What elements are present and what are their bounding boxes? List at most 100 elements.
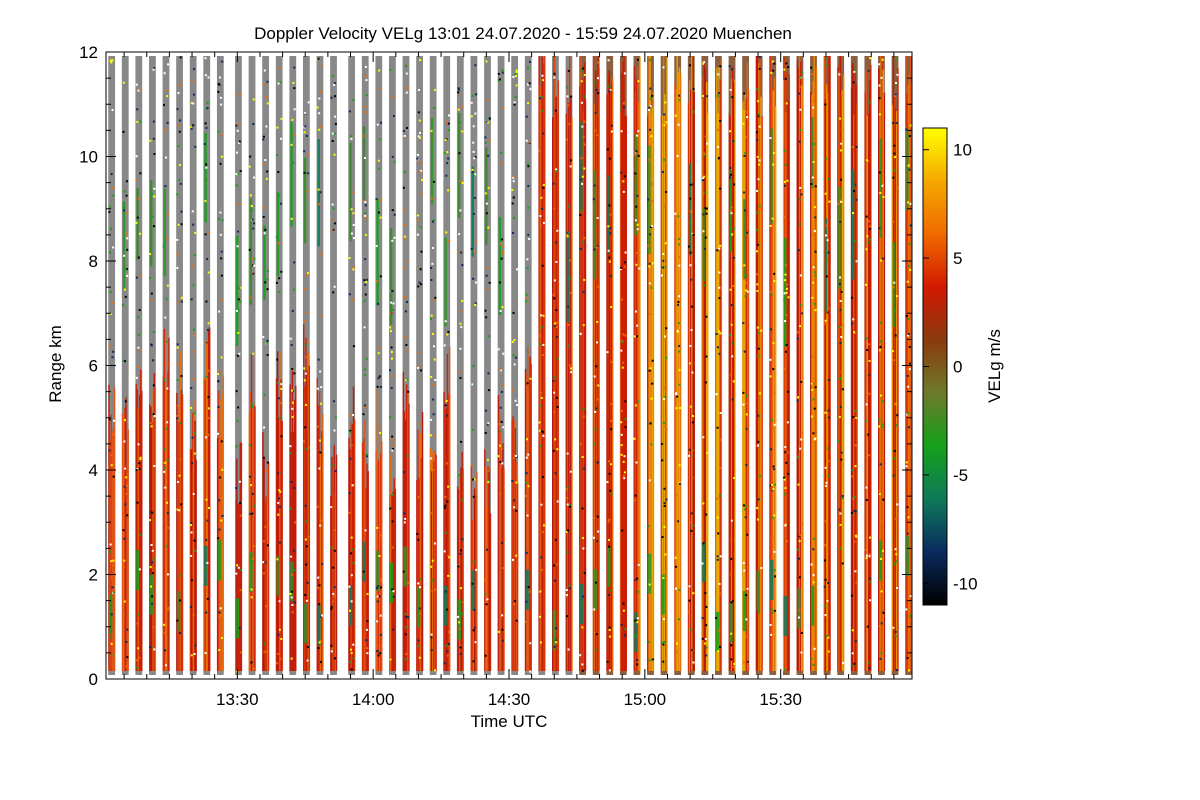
scan-speckle — [366, 216, 369, 219]
scan-speckle — [418, 161, 421, 164]
scan-strip — [648, 56, 650, 671]
scan-speckle — [150, 344, 153, 347]
scan-strip — [896, 111, 898, 672]
scan-speckle — [239, 568, 242, 571]
scan-strip — [638, 102, 640, 671]
scan-speckle — [430, 129, 433, 132]
scan-speckle — [622, 333, 625, 336]
scan-speckle — [688, 585, 691, 588]
scan-speckle — [192, 93, 195, 96]
scan-speckle — [379, 431, 382, 434]
scan-speckle — [443, 662, 446, 665]
scan-green-patch — [811, 117, 814, 189]
scan-speckle — [330, 96, 333, 99]
scan-speckle — [716, 516, 719, 519]
scan-strip — [662, 56, 665, 671]
scan-speckle — [594, 649, 597, 652]
scan-speckle — [403, 521, 406, 524]
scan-speckle — [138, 568, 141, 571]
scan-column — [687, 56, 695, 675]
scan-speckle — [878, 418, 881, 421]
scan-column-base — [135, 56, 143, 675]
scan-speckle — [390, 387, 393, 390]
scan-speckle — [167, 526, 170, 529]
scan-speckle — [744, 505, 747, 508]
scan-speckle — [665, 121, 668, 124]
scan-speckle — [276, 126, 279, 129]
scan-speckle — [179, 599, 182, 602]
scan-strip — [755, 56, 758, 671]
scan-speckle — [266, 278, 269, 281]
scan-speckle — [305, 447, 308, 450]
scan-speckle — [152, 572, 155, 575]
scan-speckle — [565, 530, 568, 533]
scan-speckle — [784, 279, 787, 282]
scan-speckle — [499, 492, 502, 495]
scan-speckle — [511, 188, 514, 191]
scan-speckle — [596, 461, 599, 464]
scan-speckle — [784, 367, 787, 370]
scan-speckle — [841, 494, 844, 497]
y-tick-label: 2 — [89, 566, 98, 585]
scan-speckle — [266, 339, 269, 342]
scan-speckle — [350, 552, 353, 555]
scan-speckle — [542, 221, 545, 224]
scan-strip — [393, 477, 395, 671]
scan-speckle — [294, 521, 297, 524]
scan-speckle — [868, 374, 871, 377]
scan-speckle — [840, 458, 843, 461]
scan-speckle — [348, 110, 351, 113]
scan-speckle — [207, 322, 210, 325]
scan-speckle — [542, 431, 545, 434]
scan-speckle — [692, 524, 695, 527]
scan-speckle — [177, 223, 180, 226]
scan-speckle — [839, 308, 842, 311]
scan-speckle — [164, 266, 167, 269]
scan-speckle — [430, 565, 433, 568]
scan-speckle — [623, 265, 626, 268]
scan-speckle — [418, 607, 421, 610]
scan-speckle — [581, 507, 584, 510]
scan-speckle — [238, 202, 241, 205]
scan-speckle — [745, 274, 748, 277]
scan-speckle — [126, 237, 129, 240]
scan-speckle — [304, 504, 307, 507]
scan-speckle — [236, 354, 239, 357]
scan-speckle — [878, 97, 881, 100]
scan-speckle — [855, 534, 858, 537]
scan-speckle — [252, 513, 255, 516]
scan-speckle — [278, 194, 281, 197]
scan-speckle — [719, 592, 722, 595]
scan-strip — [194, 420, 196, 671]
scan-speckle — [908, 134, 911, 137]
scan-speckle — [678, 345, 681, 348]
scan-speckle — [772, 69, 775, 72]
scan-speckle — [166, 512, 169, 515]
scan-speckle — [718, 330, 721, 333]
scan-speckle — [389, 330, 392, 333]
scan-strip — [867, 113, 870, 672]
scan-speckle — [786, 451, 789, 454]
scan-speckle — [593, 375, 596, 378]
scan-speckle — [217, 537, 220, 540]
scan-speckle — [278, 505, 281, 508]
scan-speckle — [136, 622, 139, 625]
scan-speckle — [755, 131, 758, 134]
scan-strip — [785, 112, 787, 671]
scan-speckle — [705, 624, 708, 627]
scan-speckle — [703, 152, 706, 155]
scan-speckle — [539, 615, 542, 618]
scan-strip — [839, 56, 841, 671]
scan-strip — [177, 405, 179, 671]
scan-speckle — [529, 377, 532, 380]
scan-speckle — [404, 310, 407, 313]
scan-speckle — [236, 129, 239, 132]
scan-speckle — [608, 626, 611, 629]
scan-speckle — [894, 635, 897, 638]
scan-speckle — [824, 544, 827, 547]
scan-speckle — [595, 633, 598, 636]
scan-speckle — [473, 250, 476, 253]
scan-green-patch — [892, 242, 896, 328]
scan-speckle — [662, 259, 665, 262]
scan-green-patch — [204, 132, 207, 223]
